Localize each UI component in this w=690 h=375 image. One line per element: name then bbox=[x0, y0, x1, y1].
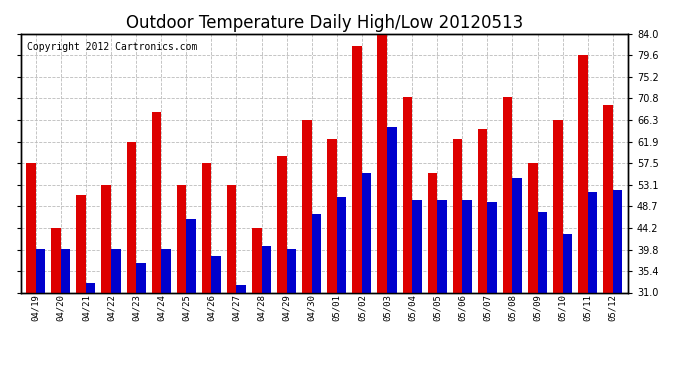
Bar bbox=[252, 228, 262, 375]
Bar bbox=[487, 202, 497, 375]
Bar bbox=[277, 156, 286, 375]
Bar bbox=[101, 184, 111, 375]
Bar bbox=[136, 263, 146, 375]
Bar bbox=[513, 178, 522, 375]
Bar bbox=[453, 139, 462, 375]
Bar bbox=[227, 184, 237, 375]
Title: Outdoor Temperature Daily High/Low 20120513: Outdoor Temperature Daily High/Low 20120… bbox=[126, 14, 523, 32]
Bar bbox=[588, 192, 598, 375]
Bar bbox=[202, 163, 211, 375]
Bar bbox=[478, 129, 487, 375]
Bar bbox=[538, 212, 547, 375]
Bar bbox=[578, 55, 588, 375]
Bar bbox=[462, 200, 472, 375]
Bar bbox=[237, 285, 246, 375]
Bar bbox=[36, 249, 46, 375]
Bar bbox=[286, 249, 296, 375]
Text: Copyright 2012 Cartronics.com: Copyright 2012 Cartronics.com bbox=[27, 42, 197, 51]
Bar bbox=[437, 200, 446, 375]
Bar bbox=[562, 234, 572, 375]
Bar bbox=[377, 34, 387, 375]
Bar bbox=[387, 126, 397, 375]
Bar bbox=[613, 190, 622, 375]
Bar bbox=[428, 173, 437, 375]
Bar bbox=[302, 120, 312, 375]
Bar bbox=[262, 246, 271, 375]
Bar bbox=[211, 256, 221, 375]
Bar bbox=[177, 184, 186, 375]
Bar bbox=[528, 163, 538, 375]
Bar bbox=[312, 214, 322, 375]
Bar bbox=[77, 195, 86, 375]
Bar bbox=[86, 283, 95, 375]
Bar bbox=[61, 249, 70, 375]
Bar bbox=[412, 200, 422, 375]
Bar bbox=[337, 197, 346, 375]
Bar bbox=[111, 249, 121, 375]
Bar bbox=[603, 105, 613, 375]
Bar bbox=[503, 97, 513, 375]
Bar bbox=[327, 139, 337, 375]
Bar bbox=[126, 142, 136, 375]
Bar bbox=[553, 120, 562, 375]
Bar bbox=[362, 173, 371, 375]
Bar bbox=[26, 163, 36, 375]
Bar bbox=[51, 228, 61, 375]
Bar bbox=[161, 249, 170, 375]
Bar bbox=[402, 97, 412, 375]
Bar bbox=[186, 219, 196, 375]
Bar bbox=[152, 112, 161, 375]
Bar bbox=[353, 46, 362, 375]
